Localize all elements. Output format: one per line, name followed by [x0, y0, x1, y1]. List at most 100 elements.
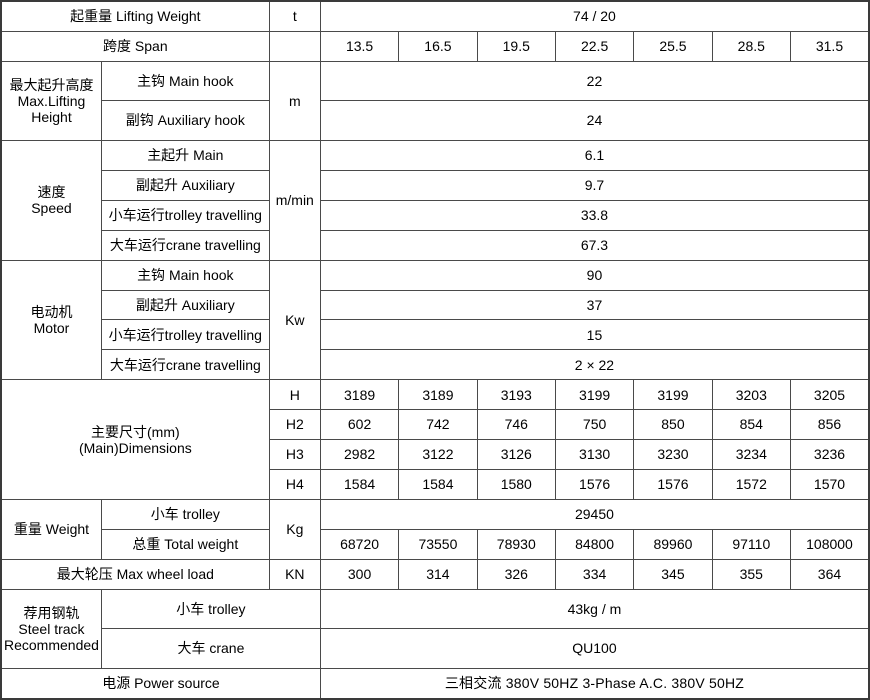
table-row-steel-track-crane: 大车 crane QU100 [1, 628, 870, 669]
table-row-max-wheel-load: 最大轮压 Max wheel load KN 300 314 326 334 3… [0, 558, 870, 590]
dimension-value: 2982 [319, 439, 400, 471]
dimension-value: 3122 [398, 439, 478, 471]
unit-max-wheel-load: KN [268, 558, 321, 590]
wheel-load-value: 355 [711, 558, 791, 590]
group-label-cn: 荐用钢轨 [23, 604, 80, 621]
table-row-span: 跨度 Span 13.5 16.5 19.5 22.5 25.5 28.5 31… [0, 31, 870, 63]
group-label-en: Speed [31, 200, 72, 217]
row-label-max-wheel-load: 最大轮压 Max wheel load [0, 558, 270, 590]
row-label-weight-total: 总重 Total weight [100, 529, 270, 560]
group-label-cn: 电动机 [30, 303, 73, 320]
dimension-value: 3199 [633, 379, 713, 411]
dimension-value: 3234 [711, 439, 791, 471]
value-main-hook-height: 22 [319, 61, 870, 102]
row-label-motor-trolley: 小车运行trolley travelling [100, 319, 270, 351]
table-row-weight-total: 总重 Total weight 68720 73550 78930 84800 … [1, 529, 870, 560]
group-label-en: Motor [33, 319, 70, 336]
group-label-en-line2: Recommended [4, 636, 99, 653]
value-motor-auxiliary: 37 [319, 289, 870, 321]
dimension-value: 1580 [476, 469, 556, 501]
group-label-en-line1: Steel track [18, 620, 85, 637]
value-speed-trolley: 33.8 [319, 199, 870, 231]
table-row-dimension-h2: H2 602 742 746 750 850 854 856 [1, 409, 870, 441]
wheel-load-value: 300 [319, 558, 400, 590]
total-weight-value: 108000 [789, 529, 870, 560]
row-label-weight-trolley: 小车 trolley [100, 499, 270, 531]
dimension-value: 3189 [319, 379, 400, 411]
dimension-value: 856 [789, 409, 870, 441]
dimension-value: 3193 [476, 379, 556, 411]
group-label-steel-track: 荐用钢轨 Steel track Recommended [0, 588, 102, 669]
table-row-dimension-h3: H3 2982 3122 3126 3130 3230 3234 3236 [1, 439, 870, 471]
unit-span [268, 31, 321, 63]
value-steel-track-trolley: 43kg / m [319, 588, 870, 630]
value-motor-crane: 2 × 22 [319, 349, 870, 381]
row-label-speed-trolley: 小车运行trolley travelling [100, 199, 270, 231]
value-motor-trolley: 15 [319, 319, 870, 351]
value-motor-main-hook: 90 [319, 259, 870, 291]
total-weight-value: 89960 [633, 529, 713, 560]
group-label-en-line1: Max.Lifting [17, 92, 86, 109]
table-row-speed-crane: 大车运行crane travelling 67.3 [1, 229, 870, 261]
unit-lifting-weight: t [268, 0, 321, 33]
total-weight-value: 97110 [711, 529, 791, 560]
span-value: 25.5 [633, 31, 713, 63]
dimension-value: 3126 [476, 439, 556, 471]
value-speed-crane: 67.3 [319, 229, 870, 261]
wheel-load-value: 334 [554, 558, 635, 590]
dimension-value: 1576 [633, 469, 713, 501]
group-label-speed: 速度 Speed [0, 139, 102, 261]
total-weight-value: 68720 [319, 529, 400, 560]
row-label-speed-auxiliary: 副起升 Auxiliary [100, 169, 270, 201]
dimension-value: 602 [319, 409, 400, 441]
unit-motor: Kw [268, 259, 321, 381]
table-row-speed-main: 速度 Speed 主起升 Main m/min 6.1 [0, 139, 870, 261]
value-auxiliary-hook-height: 24 [319, 100, 870, 141]
group-label-main-dimensions: 主要尺寸(mm) (Main)Dimensions [0, 379, 270, 501]
dimension-key-h3: H3 [268, 439, 321, 471]
wheel-load-value: 314 [398, 558, 478, 590]
value-power-source: 三相交流 380V 50HZ 3-Phase A.C. 380V 50HZ [319, 667, 870, 700]
unit-speed: m/min [268, 139, 321, 261]
row-label-main-hook: 主钩 Main hook [100, 61, 270, 102]
dimension-value: 750 [554, 409, 635, 441]
group-label-motor: 电动机 Motor [0, 259, 102, 381]
span-value: 16.5 [398, 31, 478, 63]
value-speed-main: 6.1 [319, 139, 870, 171]
row-label-motor-main-hook: 主钩 Main hook [100, 259, 270, 291]
table-row-lifting-height-auxiliary: 副钩 Auxiliary hook 24 [1, 100, 870, 141]
dimension-value: 854 [711, 409, 791, 441]
table-row-weight-trolley: 重量 Weight 小车 trolley Kg 29450 [0, 499, 870, 560]
dimension-value: 1570 [789, 469, 870, 501]
row-label-span: 跨度 Span [0, 31, 270, 63]
total-weight-value: 73550 [398, 529, 478, 560]
table-row-dimension-h4: H4 1584 1584 1580 1576 1576 1572 1570 [1, 469, 870, 501]
group-label-en-line2: Height [31, 109, 72, 126]
group-label-cn: 速度 [37, 184, 66, 201]
dimension-value: 3199 [554, 379, 635, 411]
dimension-value: 1584 [398, 469, 478, 501]
table-row-lifting-height-main: 最大起升高度 Max.Lifting Height 主钩 Main hook m… [0, 61, 870, 141]
span-value: 13.5 [319, 31, 400, 63]
dimension-value: 3203 [711, 379, 791, 411]
row-label-steel-track-crane: 大车 crane [100, 628, 321, 669]
table-row-dimension-h: 主要尺寸(mm) (Main)Dimensions H 3189 3189 31… [0, 379, 870, 501]
group-label-weight: 重量 Weight [0, 499, 102, 560]
value-weight-trolley: 29450 [319, 499, 870, 531]
value-speed-auxiliary: 9.7 [319, 169, 870, 201]
row-label-motor-auxiliary: 副起升 Auxiliary [100, 289, 270, 321]
table-row-motor-crane: 大车运行crane travelling 2 × 22 [1, 349, 870, 381]
wheel-load-value: 345 [633, 558, 713, 590]
wheel-load-value: 326 [476, 558, 556, 590]
row-label-auxiliary-hook: 副钩 Auxiliary hook [100, 100, 270, 141]
span-value: 28.5 [711, 31, 791, 63]
value-lifting-weight: 74 / 20 [319, 0, 870, 33]
span-value: 22.5 [554, 31, 635, 63]
dimension-value: 1576 [554, 469, 635, 501]
dimension-key-h4: H4 [268, 469, 321, 501]
dimension-key-h: H [268, 379, 321, 411]
group-label-max-lifting-height: 最大起升高度 Max.Lifting Height [0, 61, 102, 141]
dimension-value: 1572 [711, 469, 791, 501]
group-label-cn: 最大起升高度 [9, 76, 94, 93]
